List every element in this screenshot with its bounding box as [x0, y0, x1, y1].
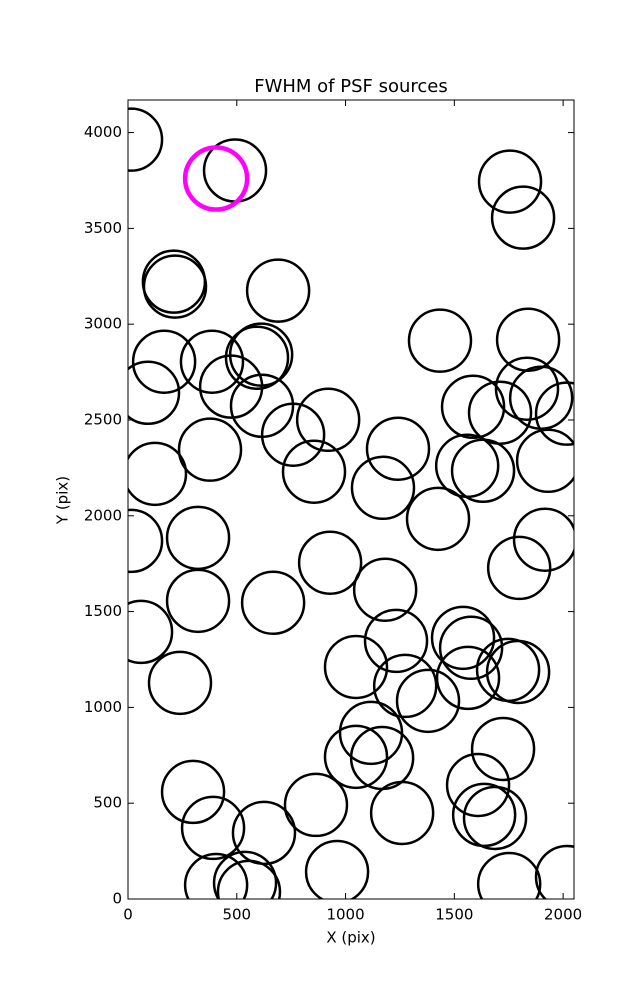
source-circle	[438, 615, 504, 681]
source-circle	[160, 759, 226, 825]
source-circle	[147, 650, 213, 716]
source-circle	[369, 780, 435, 846]
source-circle	[407, 308, 473, 373]
x-tick-label: 1500	[435, 906, 473, 924]
source-circle	[281, 439, 347, 504]
source-circle	[323, 634, 389, 700]
source-circle	[476, 851, 542, 899]
source-circle	[485, 639, 551, 705]
source-circle	[372, 653, 438, 719]
source-circle	[128, 107, 164, 172]
source-circle	[128, 508, 164, 574]
source-circle	[534, 381, 574, 446]
source-circle	[477, 149, 543, 214]
source-circle	[295, 387, 361, 453]
y-tick-label: 1000	[84, 698, 122, 716]
source-circle	[240, 570, 306, 636]
source-circle	[180, 795, 246, 861]
x-tick-label: 1000	[326, 906, 364, 924]
source-circle	[177, 417, 243, 482]
source-circle	[490, 185, 556, 250]
source-circle	[212, 850, 278, 899]
source-circle	[486, 535, 552, 601]
source-circle	[365, 416, 431, 481]
source-circle	[260, 402, 326, 467]
y-axis-label: Y (pix)	[54, 476, 72, 525]
source-circle	[350, 455, 416, 521]
plot-area	[128, 107, 574, 899]
source-circle	[198, 354, 264, 419]
source-circle	[352, 557, 418, 622]
source-circle	[142, 254, 208, 319]
y-tick-label: 3000	[84, 315, 122, 333]
source-circle	[515, 428, 574, 494]
source-circle	[323, 724, 389, 790]
y-tick-label: 3500	[84, 219, 122, 237]
source-circle	[445, 752, 511, 818]
source-circle	[224, 325, 290, 390]
y-tick-label: 0	[112, 890, 122, 908]
source-circle	[435, 645, 501, 711]
source-circle	[534, 844, 574, 899]
source-circle	[297, 530, 363, 595]
source-circle	[216, 859, 282, 899]
y-tick-label: 4000	[84, 123, 122, 141]
source-circle	[128, 441, 188, 507]
source-circle	[128, 599, 174, 665]
x-tick-label: 500	[222, 906, 251, 924]
y-tick-label: 2500	[84, 410, 122, 428]
x-tick-label: 0	[123, 906, 133, 924]
source-circle	[283, 772, 349, 838]
source-circle	[440, 374, 506, 440]
source-circle	[245, 258, 311, 323]
source-circle	[470, 716, 536, 782]
source-circle	[304, 839, 370, 899]
source-circle	[512, 507, 574, 572]
source-circle	[165, 568, 231, 634]
source-circle	[395, 668, 461, 734]
highlighted-circle	[182, 145, 250, 212]
chart-title: FWHM of PSF sources	[254, 76, 448, 97]
source-circle	[462, 785, 528, 851]
source-circle	[131, 329, 197, 394]
source-circle	[183, 852, 249, 899]
source-circle	[363, 608, 429, 674]
axes-frame	[127, 99, 575, 900]
source-circle	[179, 329, 245, 394]
x-tick-label: 2000	[544, 906, 582, 924]
y-tick-label: 1500	[84, 602, 122, 620]
source-circle	[430, 605, 496, 671]
x-axis-label: X (pix)	[326, 929, 375, 947]
source-circle	[450, 438, 516, 504]
source-circle	[128, 360, 181, 426]
y-tick-label: 500	[93, 794, 122, 812]
y-tick-label: 2000	[84, 506, 122, 524]
source-circle	[405, 486, 471, 552]
source-circle	[494, 356, 560, 422]
